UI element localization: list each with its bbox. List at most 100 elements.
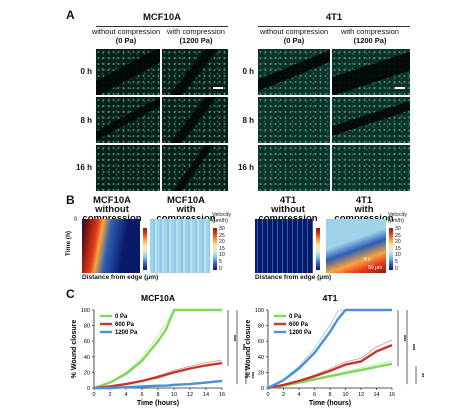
x-tick-label: 8 <box>328 392 331 398</box>
kymo-xlabel-mcf10a: Distance from edge (μm) <box>82 274 159 281</box>
micrograph-4t1-0pa-8h <box>258 97 330 143</box>
series-line-3 <box>94 379 223 390</box>
x-tick-label: 0 <box>266 392 269 398</box>
micrograph-4t1-1200pa-0h <box>332 49 410 95</box>
kymo-scale-distance: 50 μm <box>368 265 382 271</box>
cbar-tick: 5 <box>219 258 222 265</box>
y-axis-label: % Wound closure <box>245 320 252 379</box>
cbar-tick: 20 <box>395 239 401 246</box>
x-tick-label: 4 <box>297 392 300 398</box>
4t1-col1-label: without compression (0 Pa) <box>254 27 334 45</box>
legend-label: 0 Pa <box>115 314 128 320</box>
legend-label: 1200 Pa <box>289 330 312 336</box>
x-axis-label: Time (hours) <box>137 400 179 407</box>
y-tick-label: 20 <box>84 370 90 376</box>
panel-a-mcf10a-title: MCF10A <box>142 12 181 23</box>
kymo-1-title: MCF10A without compression <box>74 195 150 224</box>
mcf10a-col1-line2: (0 Pa) <box>115 35 137 45</box>
kymo-4-cbar-title-line2: (μm/h) <box>388 218 405 224</box>
kymo-2-cbar-title: Velocity (μm/h) <box>212 212 231 224</box>
y-axis-label: % Wound closure <box>71 320 78 379</box>
micrograph-4t1-1200pa-8h <box>332 97 410 143</box>
x-tick-label: 4 <box>124 392 127 398</box>
x-tick-label: 8 <box>156 392 159 398</box>
y-tick-label: 40 <box>258 355 264 361</box>
kymo-4-cbar-title-line1: Velocity <box>388 212 407 218</box>
kymo-3-title-line2: without compression <box>258 204 317 224</box>
mcf10a-col1-label: without compression (0 Pa) <box>90 27 162 45</box>
kymo-1-title-line1: MCF10A <box>92 195 131 206</box>
series-line-1 <box>93 308 222 390</box>
kymo-1-colorbar <box>143 228 147 270</box>
cbar-tick: 20 <box>219 239 225 246</box>
4t1-row-16h: 16 h <box>237 163 254 172</box>
panel-c-letter: C <box>66 287 75 301</box>
micrograph-4t1-0pa-16h <box>258 145 330 191</box>
kymo-2-colorbar <box>213 228 217 270</box>
series-line-2 <box>93 361 223 390</box>
micrograph-mcf10a-0pa-0h <box>96 49 160 95</box>
significance-marker: *** <box>239 344 245 351</box>
panel-a-4t1-rule <box>258 26 410 27</box>
cbar-tick: 30 <box>395 226 401 232</box>
kymo-3-title-line1: 4T1 <box>279 195 297 206</box>
panel-a-4t1-title: 4T1 <box>325 12 343 23</box>
kymo-2-cbar-title-line1: Velocity <box>212 212 231 218</box>
series-line-2 <box>267 343 393 390</box>
micrograph-mcf10a-1200pa-16h <box>162 145 228 191</box>
legend-label: 0 Pa <box>289 314 302 320</box>
micrograph-mcf10a-1200pa-0h <box>162 49 228 95</box>
x-tick-label: 16 <box>389 392 395 398</box>
mcf10a-row-0h: 0 h <box>80 67 92 76</box>
panel-a-mcf10a-rule <box>96 26 228 27</box>
kymograph-mcf10a-0pa <box>82 219 140 273</box>
4t1-col2-line1: with compression <box>341 27 399 36</box>
y-tick-label: 40 <box>84 355 90 361</box>
4t1-row-0h: 0 h <box>242 67 254 76</box>
y-tick-label: 60 <box>258 339 264 345</box>
y-tick-label: 20 <box>258 370 264 376</box>
cbar-tick: 5 <box>395 258 398 265</box>
x-tick-label: 12 <box>358 392 364 398</box>
kymograph-4t1-0pa <box>255 219 313 273</box>
4t1-col1-line2: (0 Pa) <box>283 35 305 45</box>
micrograph-4t1-0pa-0h <box>258 49 330 95</box>
cbar-tick: 0 <box>395 265 398 272</box>
cbar-tick: 15 <box>395 245 401 252</box>
x-tick-label: 12 <box>187 392 193 398</box>
micrograph-4t1-1200pa-16h <box>332 145 410 191</box>
kymo-2-title-line1: MCF10A <box>166 195 205 206</box>
kymo-4-title: 4T1 with compression <box>326 196 402 224</box>
cbar-tick: 15 <box>219 245 225 252</box>
legend-label: 600 Pa <box>289 322 309 328</box>
4t1-col2-label: with compression (1200 Pa) <box>330 27 410 45</box>
y-tick-label: 0 <box>261 386 264 392</box>
x-tick-label: 2 <box>282 392 285 398</box>
cbar-tick: 25 <box>219 232 225 239</box>
mcf10a-row-8h: 8 h <box>80 116 92 125</box>
cbar-tick: 0 <box>219 265 222 272</box>
kymo-y-tick-0: 0 <box>74 217 78 223</box>
y-tick-label: 100 <box>255 308 264 314</box>
mcf10a-col2-label: with compression (1200 Pa) <box>160 27 232 45</box>
4t1-col1-line1: without compression <box>259 27 329 36</box>
kymo-2-title: MCF10A with compression <box>148 195 224 224</box>
kymo-3-colorbar <box>316 228 320 270</box>
x-tick-label: 14 <box>203 392 209 398</box>
legend-label: 600 Pa <box>115 322 135 328</box>
mcf10a-col2-line1: with compression <box>167 27 225 36</box>
kymo-2-cbar-title-line2: (μm/h) <box>212 218 229 224</box>
x-tick-label: 10 <box>342 392 348 398</box>
x-tick-label: 10 <box>171 392 177 398</box>
x-tick-label: 16 <box>219 392 225 398</box>
significance-marker: *** <box>248 372 254 379</box>
cbar-tick: 10 <box>219 252 225 259</box>
kymograph-mcf10a-1200pa <box>150 219 210 273</box>
x-tick-label: 6 <box>140 392 143 398</box>
x-axis-label: Time (hours) <box>309 400 351 407</box>
kymo-xlabel-4t1: Distance from edge (μm) <box>255 274 332 281</box>
kymo-ylabel: Time (h) <box>65 230 73 257</box>
kymo-4-title-line2: with compression <box>334 204 393 224</box>
y-tick-label: 100 <box>81 308 90 314</box>
